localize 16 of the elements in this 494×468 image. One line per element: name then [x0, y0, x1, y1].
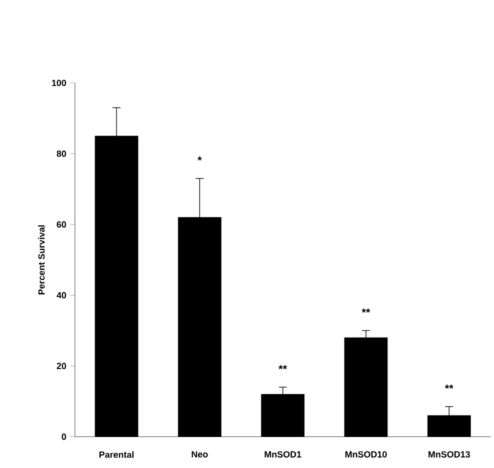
y-tick-label: 20 — [56, 362, 66, 370]
y-tick-label: 100 — [52, 80, 66, 86]
annotation: ** — [278, 365, 288, 370]
x-tick-label: MnSOD13 — [428, 451, 470, 458]
annotation: * — [198, 156, 202, 161]
x-tick-label: MnSOD1 — [264, 451, 302, 458]
y-axis-title: Percent Survival — [38, 226, 45, 294]
x-tick-label: MnSOD10 — [345, 451, 387, 458]
y-tick-label: 40 — [56, 292, 66, 299]
x-tick-label: Neo — [192, 451, 208, 458]
y-tick-label: 60 — [56, 221, 66, 228]
x-tick-label: Parental — [99, 451, 134, 458]
annotation: ** — [444, 384, 454, 389]
y-tick-label: 0 — [62, 434, 66, 440]
y-tick-label: 80 — [56, 150, 66, 158]
annotation: ** — [362, 308, 370, 313]
